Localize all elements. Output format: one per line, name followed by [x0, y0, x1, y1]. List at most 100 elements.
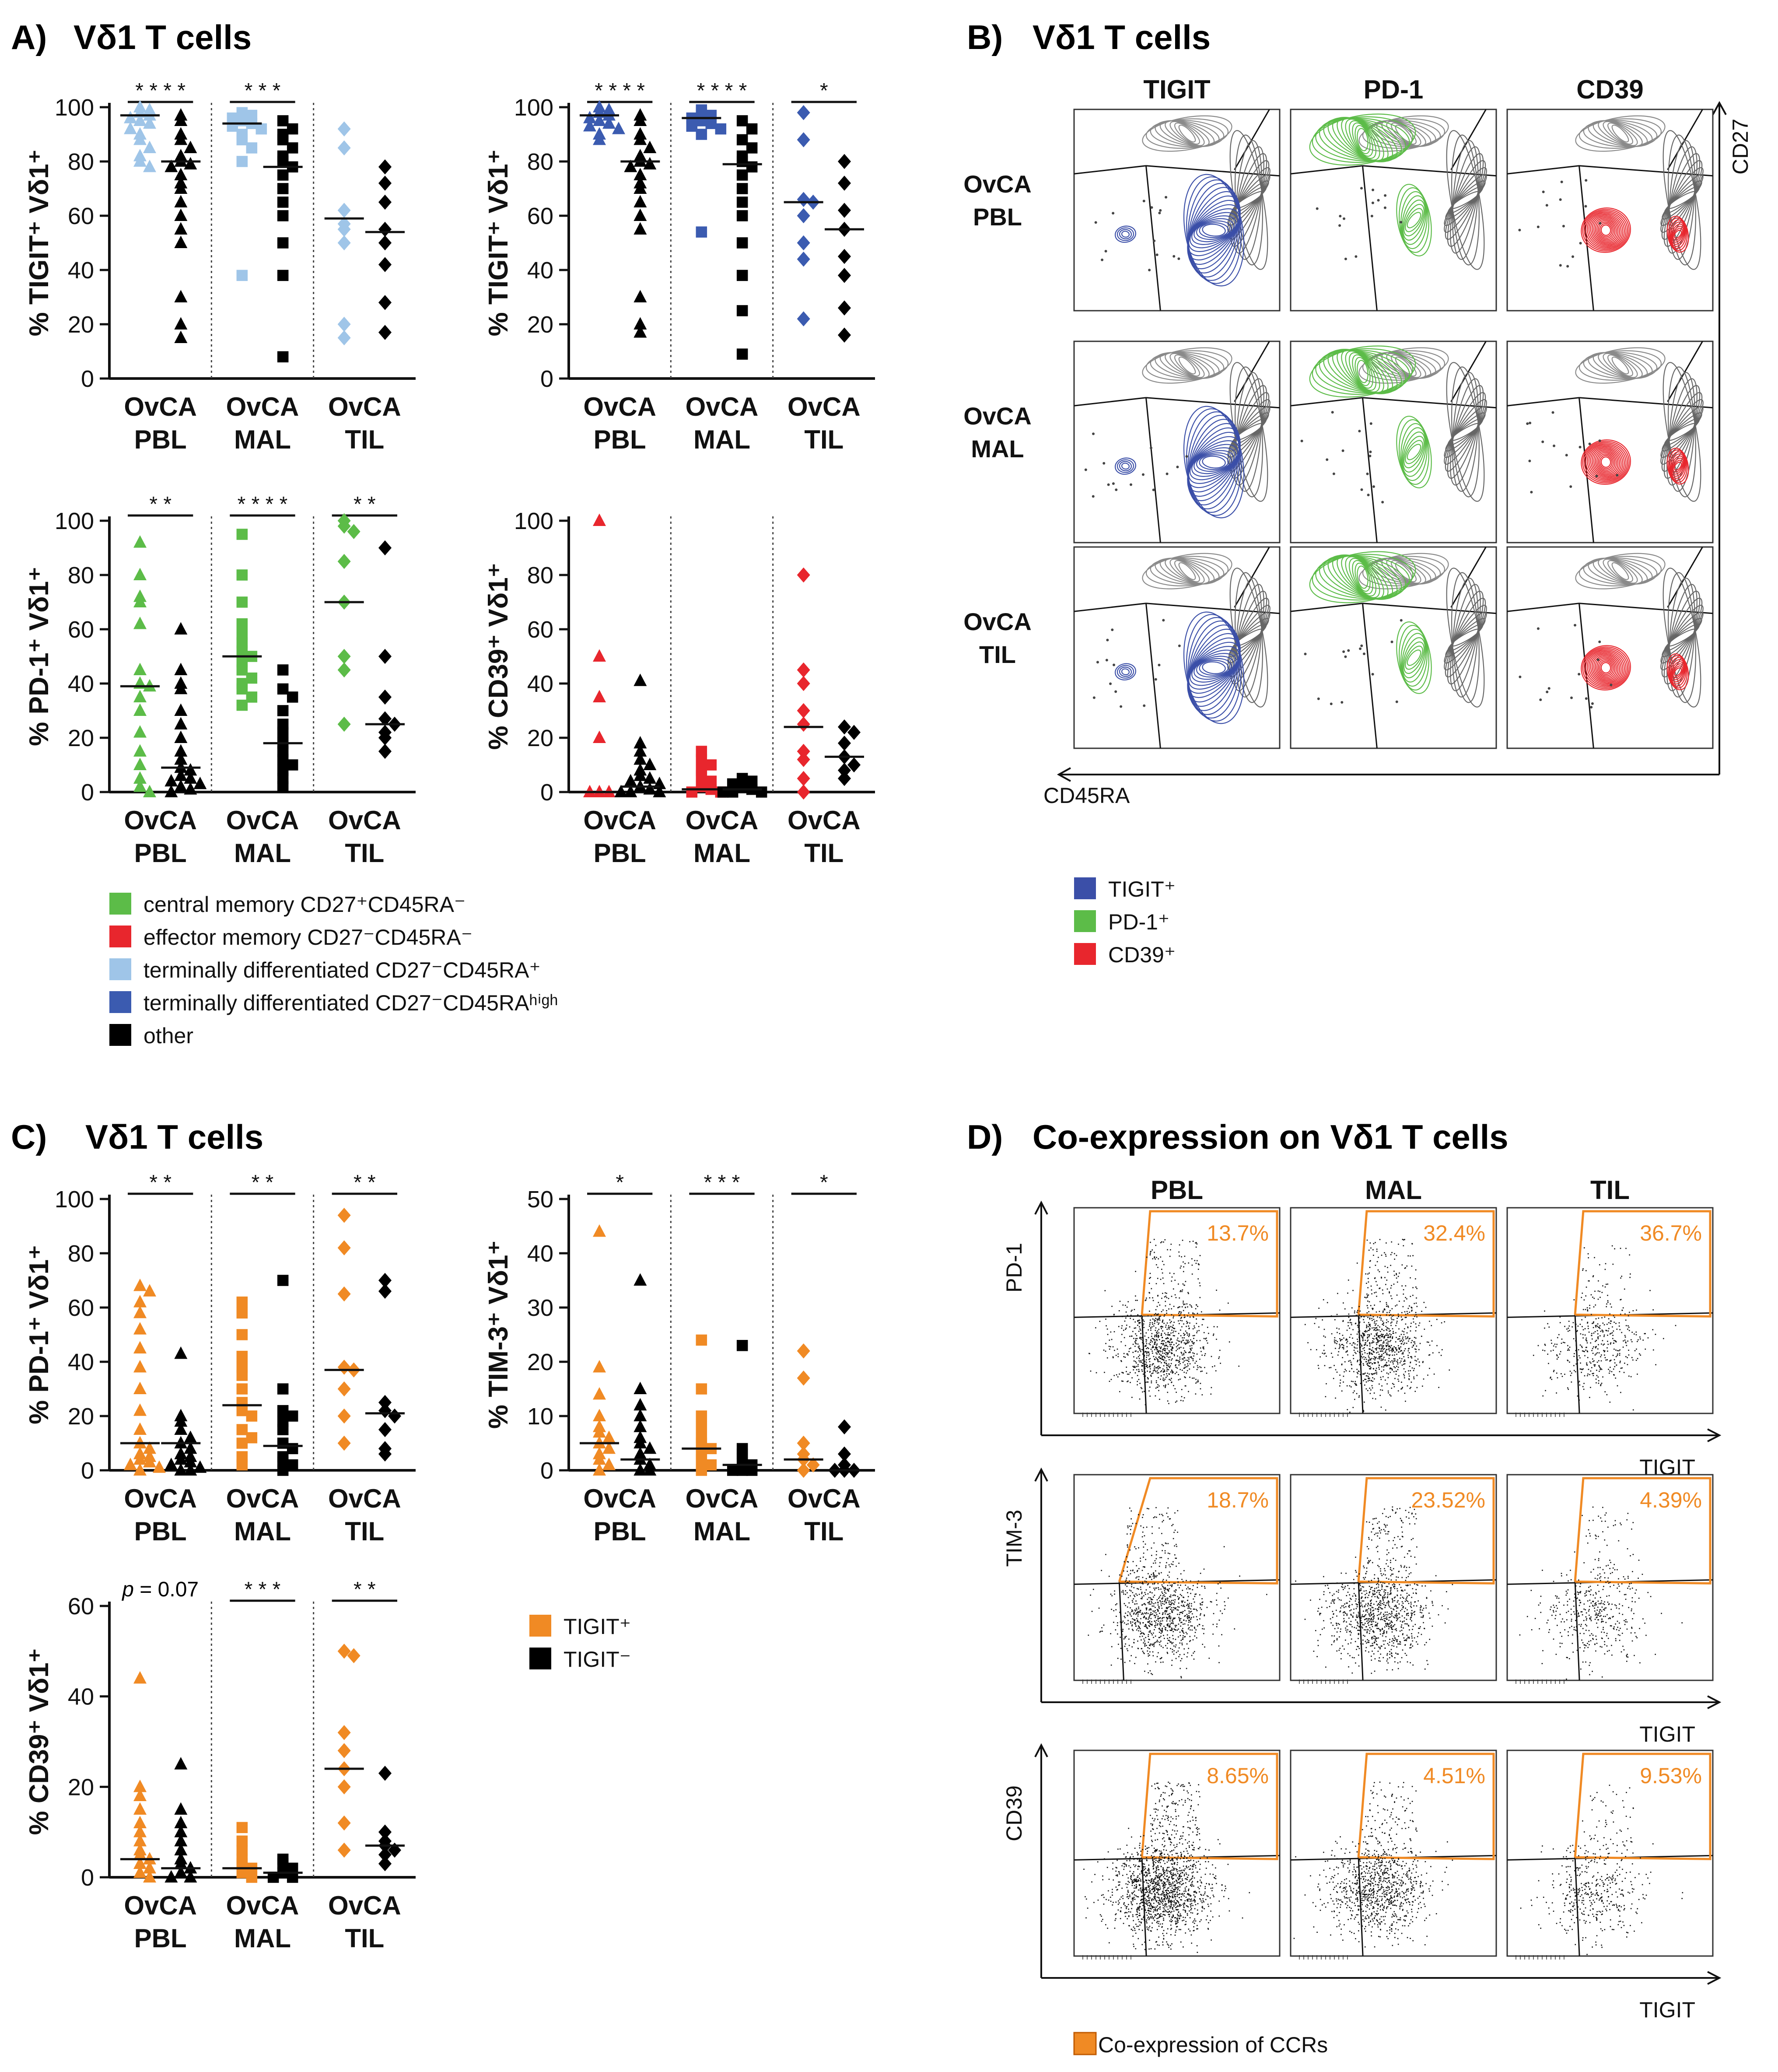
event-dot [1599, 1326, 1600, 1328]
event-dot [1203, 1318, 1204, 1320]
event-dot [1363, 1373, 1365, 1375]
event-dot [1144, 1644, 1146, 1646]
contour-ring [1142, 115, 1232, 152]
event-dot [1166, 1329, 1168, 1330]
event-dot [1338, 1348, 1340, 1349]
event-dot [1181, 1291, 1183, 1292]
event-dot [1149, 1670, 1151, 1672]
event-dot [1614, 1317, 1615, 1318]
event-dot [1379, 1301, 1381, 1302]
event-dot [1375, 1362, 1376, 1364]
event-dot [1145, 1607, 1147, 1609]
event-dot [1332, 1357, 1334, 1358]
data-point-square [727, 786, 738, 798]
event-dot [1170, 1641, 1172, 1643]
event-dot [1589, 1397, 1590, 1398]
event-dot [1121, 1327, 1123, 1329]
event-dot [1602, 1330, 1604, 1332]
event-dot [1197, 1625, 1198, 1627]
event-dot [1390, 1592, 1392, 1594]
contour-plot [1290, 340, 1497, 543]
contour-ring [1596, 220, 1616, 240]
data-point-square [277, 210, 289, 221]
event-dot [1360, 1343, 1362, 1345]
event-dot [1146, 1627, 1148, 1628]
event-dot [1131, 1646, 1133, 1648]
outlier-dot [1096, 661, 1099, 664]
event-dot [1167, 1643, 1169, 1644]
event-dot [1160, 1641, 1162, 1642]
event-dot [1402, 1318, 1404, 1320]
event-dot [1597, 1298, 1599, 1300]
event-dot [1147, 1593, 1149, 1595]
event-dot [1390, 1339, 1392, 1341]
event-dot [1165, 1352, 1167, 1353]
event-dot [1164, 1601, 1166, 1602]
event-dot [1196, 1369, 1198, 1371]
event-dot [1379, 1337, 1381, 1339]
event-dot [1188, 1325, 1190, 1327]
outlier-dot [1559, 198, 1562, 201]
legend-swatch [109, 926, 131, 947]
data-point-triangle [184, 1463, 197, 1476]
event-dot [1413, 1318, 1414, 1320]
data-point-square [236, 645, 248, 657]
event-dot [1625, 1325, 1627, 1326]
event-dot [1178, 1616, 1180, 1618]
event-dot [1196, 1243, 1198, 1245]
event-dot [1159, 1596, 1160, 1598]
event-dot [1389, 1364, 1390, 1366]
event-dot [1117, 1353, 1119, 1355]
event-dot [1383, 1369, 1385, 1371]
data-point-square [236, 1370, 248, 1381]
gate-line [1146, 603, 1280, 614]
event-dot [1402, 1336, 1404, 1338]
event-dot [1180, 1677, 1182, 1679]
event-dot [1155, 1395, 1156, 1397]
event-dot [1141, 1317, 1142, 1319]
event-dot [1172, 1538, 1174, 1539]
event-dot [1168, 1350, 1170, 1351]
event-dot [1372, 1381, 1373, 1382]
event-dot [1161, 1362, 1162, 1364]
data-point-triangle [164, 774, 178, 787]
event-dot [1615, 1323, 1617, 1324]
event-dot [1369, 1342, 1371, 1343]
event-dot [1380, 1339, 1382, 1341]
event-dot [1159, 1350, 1161, 1351]
event-dot [1588, 1369, 1589, 1370]
outlier-dot [1331, 411, 1334, 414]
event-dot [1356, 1393, 1358, 1395]
event-dot [1135, 1366, 1137, 1367]
event-dot [1185, 1351, 1186, 1353]
event-dot [1168, 1383, 1169, 1385]
event-dot [1146, 1508, 1148, 1509]
data-point-diamond [337, 1815, 351, 1831]
event-dot [1349, 1327, 1351, 1329]
event-dot [1167, 1507, 1169, 1509]
event-dot [1139, 1628, 1141, 1630]
event-dot [1150, 1623, 1151, 1625]
event-dot [1151, 1375, 1152, 1377]
legend-label: CD39⁺ [1108, 943, 1176, 967]
event-dot [1183, 1632, 1185, 1634]
event-dot [1153, 1603, 1155, 1605]
event-dot [1162, 1319, 1164, 1321]
event-dot [1550, 1350, 1552, 1352]
event-dot [1195, 1378, 1197, 1380]
event-dot [1177, 1609, 1179, 1611]
event-dot [1149, 1586, 1151, 1588]
contour-ring [1199, 222, 1229, 238]
data-point-triangle [184, 1870, 197, 1883]
data-point-triangle [143, 116, 156, 129]
event-dot [1146, 1526, 1148, 1528]
contour-plot [1290, 546, 1497, 749]
event-dot [1606, 1323, 1608, 1325]
event-dot [1176, 1350, 1177, 1351]
event-dot [1132, 1569, 1134, 1571]
event-dot [1130, 1310, 1132, 1312]
event-dot [1179, 1323, 1180, 1325]
event-dot [1585, 1316, 1586, 1318]
event-dot [1143, 1603, 1144, 1605]
contour-ring [1234, 191, 1264, 209]
